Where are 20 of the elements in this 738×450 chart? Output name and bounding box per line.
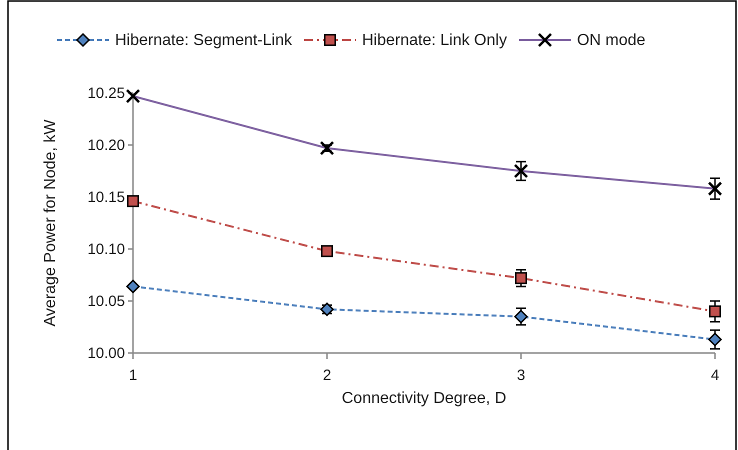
y-tick-label: 10.25 <box>87 84 125 102</box>
point <box>127 195 139 208</box>
y-axis-title: Average Power for Node, kW <box>42 118 59 326</box>
y-tick-label: 10.15 <box>87 188 125 206</box>
point <box>709 305 721 318</box>
y-tick-label: 10.05 <box>87 292 125 310</box>
y-tick-label: 10.10 <box>87 240 125 258</box>
legend-label: Hibernate: Segment-Link <box>115 32 293 49</box>
x-tick-label: 2 <box>322 367 332 384</box>
x-tick-label: 3 <box>516 367 526 384</box>
point <box>321 245 333 258</box>
y-tick-label: 10.20 <box>87 136 125 154</box>
point <box>708 332 722 346</box>
x-axis-title: Connectivity Degree, D <box>342 390 506 407</box>
x-tick-label: 4 <box>710 367 720 384</box>
x-tick-label: 1 <box>128 367 138 384</box>
y-tick-label: 10.00 <box>87 344 125 362</box>
point <box>126 280 140 294</box>
legend-label: ON mode <box>576 32 646 49</box>
legend-label: Hibernate: Link Only <box>362 32 507 49</box>
